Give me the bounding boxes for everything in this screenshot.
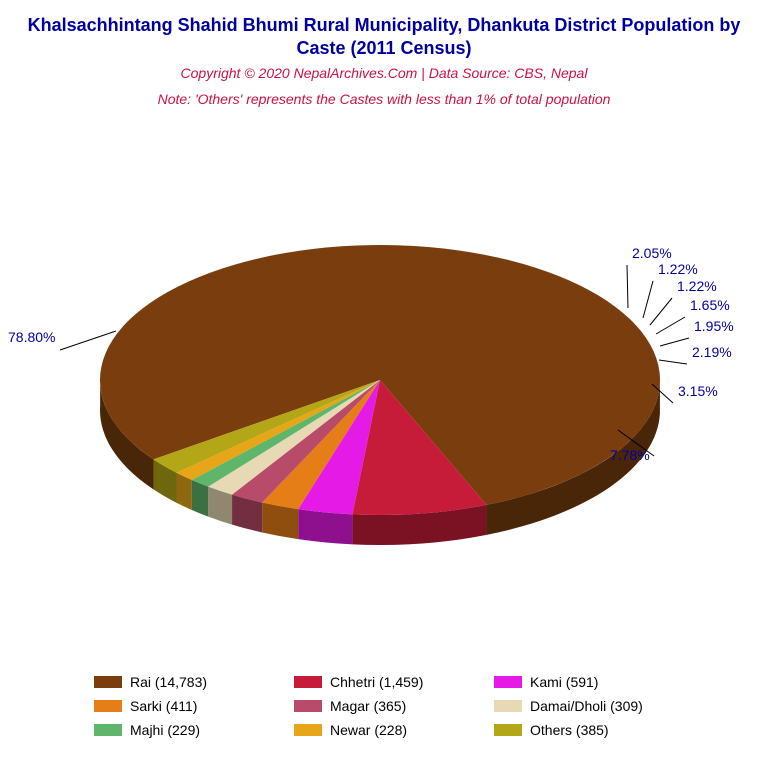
- legend-item: Sarki (411): [94, 698, 274, 714]
- pie-side: [298, 509, 352, 544]
- pct-label: 1.65%: [690, 297, 730, 313]
- legend-swatch: [494, 676, 522, 688]
- pct-label: 1.22%: [658, 261, 698, 277]
- legend-label: Others (385): [530, 722, 609, 738]
- legend-swatch: [294, 724, 322, 736]
- legend-item: Kami (591): [494, 674, 674, 690]
- pct-label: 78.80%: [8, 329, 55, 345]
- leader-line: [650, 298, 672, 325]
- legend-item: Magar (365): [294, 698, 474, 714]
- legend-swatch: [294, 700, 322, 712]
- legend-label: Magar (365): [330, 698, 406, 714]
- pct-label: 1.22%: [677, 278, 717, 294]
- legend-swatch: [94, 700, 122, 712]
- leader-line: [659, 360, 687, 364]
- leader-line: [643, 281, 653, 318]
- legend-label: Sarki (411): [130, 698, 197, 714]
- legend-item: Others (385): [494, 722, 674, 738]
- legend-label: Damai/Dholi (309): [530, 698, 643, 714]
- legend-item: Rai (14,783): [94, 674, 274, 690]
- legend-label: Kami (591): [530, 674, 598, 690]
- legend-swatch: [294, 676, 322, 688]
- legend-item: Majhi (229): [94, 722, 274, 738]
- pct-label: 2.19%: [692, 344, 732, 360]
- pct-label: 2.05%: [632, 245, 672, 261]
- pct-label: 3.15%: [678, 383, 718, 399]
- chart-subtitle: Copyright © 2020 NepalArchives.Com | Dat…: [0, 65, 768, 81]
- leader-line: [627, 265, 628, 308]
- chart-title: Khalsachhintang Shahid Bhumi Rural Munic…: [0, 0, 768, 61]
- leader-line: [660, 338, 689, 346]
- pie-chart: 78.80% 7.78% 3.15% 2.19% 1.95% 1.65% 1.22%1.22…: [0, 150, 768, 580]
- legend-swatch: [494, 700, 522, 712]
- legend-item: Damai/Dholi (309): [494, 698, 674, 714]
- legend-label: Chhetri (1,459): [330, 674, 423, 690]
- chart-note: Note: 'Others' represents the Castes wit…: [0, 91, 768, 107]
- legend-swatch: [94, 724, 122, 736]
- legend-label: Rai (14,783): [130, 674, 207, 690]
- legend-swatch: [94, 676, 122, 688]
- legend-item: Chhetri (1,459): [294, 674, 474, 690]
- pct-label: 1.95%: [694, 318, 734, 334]
- leader-line: [60, 331, 116, 350]
- pie-svg: 78.80% 7.78% 3.15% 2.19% 1.95% 1.65% 1.22%1.22…: [0, 150, 768, 580]
- legend-label: Newar (228): [330, 722, 407, 738]
- legend-swatch: [494, 724, 522, 736]
- pct-label: 7.78%: [610, 447, 650, 463]
- legend: Rai (14,783) Chhetri (1,459) Kami (591) Sar…: [94, 674, 674, 738]
- legend-label: Majhi (229): [130, 722, 200, 738]
- legend-item: Newar (228): [294, 722, 474, 738]
- leader-line: [656, 317, 685, 334]
